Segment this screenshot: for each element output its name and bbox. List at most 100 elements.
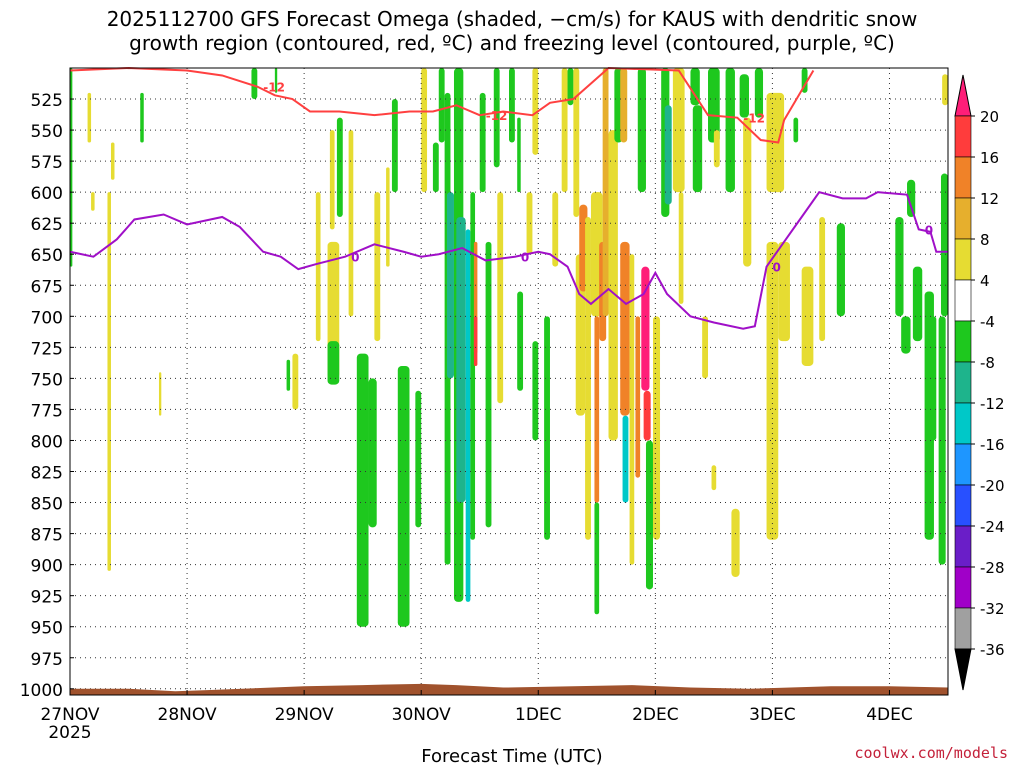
omega-cell-21: [391, 99, 398, 193]
y-tick-550: 550: [31, 122, 63, 142]
omega-cell-83: [778, 241, 790, 342]
y-tick-600: 600: [31, 184, 63, 204]
omega-cell-12: [329, 130, 335, 230]
omega-cell-20: [386, 167, 390, 267]
omega-cell-92: [912, 266, 923, 342]
colorbar-label-7: -12: [980, 395, 1005, 413]
omega-cell-100: [731, 508, 740, 578]
omega-cell-80: [754, 68, 764, 118]
y-tick-575: 575: [31, 153, 63, 173]
omega-cell-37: [497, 192, 504, 404]
omega-cell-48: [573, 68, 580, 217]
colorbar-label-10: -24: [980, 518, 1005, 536]
credit-link[interactable]: coolwx.com/models: [854, 744, 1008, 762]
omega-cell-61: [629, 254, 635, 565]
omega-cell-78: [739, 74, 749, 118]
omega-cell-96: [940, 173, 948, 317]
y-tick-700: 700: [31, 308, 63, 328]
colorbar-swatch-2: [954, 156, 972, 199]
omega-cell-18: [368, 378, 377, 528]
omega-shading: [70, 68, 948, 627]
freezing-contour-label-3: 0: [925, 223, 933, 237]
ground-surface: [70, 683, 948, 695]
omega-cell-8: [274, 68, 278, 93]
omega-cell-97: [942, 74, 948, 106]
omega-cell-82: [766, 241, 779, 540]
omega-cell-4: [110, 142, 115, 180]
omega-cell-11: [315, 192, 321, 342]
x-tick-3DEC: 3DEC: [749, 705, 796, 725]
y-tick-525: 525: [31, 91, 63, 111]
y-tick-1000: 1000: [20, 681, 63, 701]
omega-cell-94: [930, 316, 937, 441]
chart-title-line1: 2025112700 GFS Forecast Omega (shaded, −…: [106, 7, 918, 31]
dgz-contour-label-1: -12: [486, 109, 508, 123]
omega-cell-45: [552, 192, 559, 267]
omega-cell-51: [585, 216, 591, 540]
omega-cell-1: [87, 92, 92, 143]
x-tick-1DEC: 1DEC: [515, 705, 562, 725]
y-tick-775: 775: [31, 401, 63, 421]
omega-cell-40: [517, 117, 521, 193]
colorbar-swatch-11: [954, 525, 972, 568]
y-tick-950: 950: [31, 619, 63, 639]
freezing-contour-label-0: 0: [351, 251, 359, 265]
colorbar-label-8: -16: [980, 436, 1005, 454]
omega-cell-62: [635, 316, 641, 478]
omega-cell-65: [643, 390, 651, 441]
colorbar-swatch-13: [954, 607, 972, 650]
omega-cell-2: [91, 192, 95, 211]
y-tick-850: 850: [31, 495, 63, 515]
omega-cell-70: [672, 68, 685, 193]
y-tick-625: 625: [31, 215, 63, 235]
omega-cell-49: [575, 254, 586, 416]
colorbar-swatch-7: [954, 361, 972, 404]
colorbar-swatch-6: [954, 320, 972, 363]
colorbar-swatch-5: [954, 279, 972, 322]
omega-cell-72: [690, 68, 700, 106]
x-tick-29NOV: 29NOV: [275, 705, 334, 725]
omega-cell-53: [594, 316, 600, 503]
colorbar-swatch-3: [954, 197, 972, 240]
omega-cell-3: [107, 192, 111, 571]
ground-band: [70, 683, 948, 695]
colorbar-swatch-1: [954, 115, 972, 158]
omega-cell-41: [526, 192, 533, 255]
y-tick-825: 825: [31, 464, 63, 484]
x-tick-27NOV: 27NOV: [40, 705, 99, 725]
colorbar-label-9: -20: [980, 477, 1005, 495]
omega-cell-38: [509, 68, 515, 143]
omega-cell-67: [652, 316, 661, 540]
colorbar-bottom-arrow: [954, 648, 972, 691]
omega-cell-66: [645, 440, 653, 590]
freezing-contour-line: [69, 191, 948, 330]
omega-cell-76: [713, 130, 720, 168]
dgz-contour-line: [69, 66, 815, 144]
omega-cell-10: [292, 353, 299, 410]
omega-cell-90: [901, 316, 911, 354]
omega-cell-24: [421, 68, 428, 193]
omega-cell-79: [743, 117, 752, 267]
omega-cell-9: [286, 359, 291, 391]
omega-cell-91: [907, 179, 916, 217]
omega-cell-69: [664, 105, 672, 205]
omega-cell-60: [622, 415, 629, 503]
y-tick-975: 975: [31, 650, 63, 670]
omega-cell-25: [432, 142, 439, 193]
omega-cell-86: [801, 266, 814, 366]
dgz-contour-label-2: -12: [743, 112, 765, 126]
omega-cell-17: [356, 353, 369, 627]
omega-cell-13: [336, 117, 343, 217]
omega-cell-43: [532, 341, 539, 441]
omega-cell-39: [517, 291, 524, 391]
omega-cell-5: [140, 92, 144, 143]
y-tick-750: 750: [31, 370, 63, 390]
x-axis: 27NOV 28NOV 29NOV 30NOV 1DEC 2DEC 3DEC 4DEC 2025: [40, 690, 913, 743]
y-tick-725: 725: [31, 339, 63, 359]
colorbar-label-0: 20: [980, 108, 999, 126]
omega-cell-73: [692, 105, 703, 193]
colorbar-label-13: -36: [980, 641, 1005, 659]
omega-cell-89: [895, 216, 904, 317]
omega-cell-57: [608, 130, 618, 441]
